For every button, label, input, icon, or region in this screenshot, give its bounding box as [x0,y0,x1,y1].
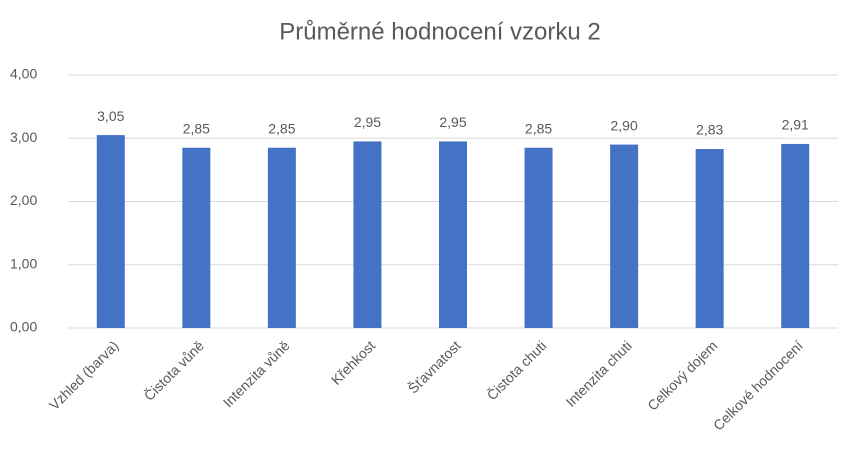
bar [524,147,553,328]
data-label: 2,85 [183,120,210,136]
x-tick-label: Křehkost [328,337,378,387]
y-tick-label: 3,00 [10,129,37,145]
x-tick-label: Celkové hodnocení [710,337,806,433]
bar [353,141,382,328]
y-tick-label: 1,00 [10,255,37,271]
data-label: 2,85 [268,120,295,136]
data-label: 2,85 [525,120,552,136]
x-tick-label: Celkový dojem [644,337,720,413]
bar [610,144,639,328]
y-tick-label: 4,00 [10,66,37,82]
data-label: 2,90 [610,117,637,133]
bar [96,135,125,328]
y-tick-label: 2,00 [10,192,37,208]
bar [267,147,296,328]
x-tick-label: Čistota vůně [141,337,207,403]
bar [439,141,467,328]
x-tick-label: Šťavnatost [405,337,464,396]
x-tick-label: Čistota chuti [484,337,550,403]
bar [781,143,810,328]
data-label: 3,05 [97,108,124,124]
bar [182,147,211,328]
x-tick-label: Intenzita vůně [220,337,293,410]
bar [695,149,724,328]
chart-title: Průměrné hodnocení vzorku 2 [279,18,601,45]
data-label: 2,95 [439,114,466,130]
y-tick-label: 0,00 [10,319,37,335]
data-label: 2,83 [696,122,723,138]
data-label: 2,91 [782,117,809,133]
x-tick-label: Vzhled (barva) [46,337,122,413]
data-label: 2,95 [354,114,381,130]
x-tick-label: Intenzita chuti [562,337,634,409]
